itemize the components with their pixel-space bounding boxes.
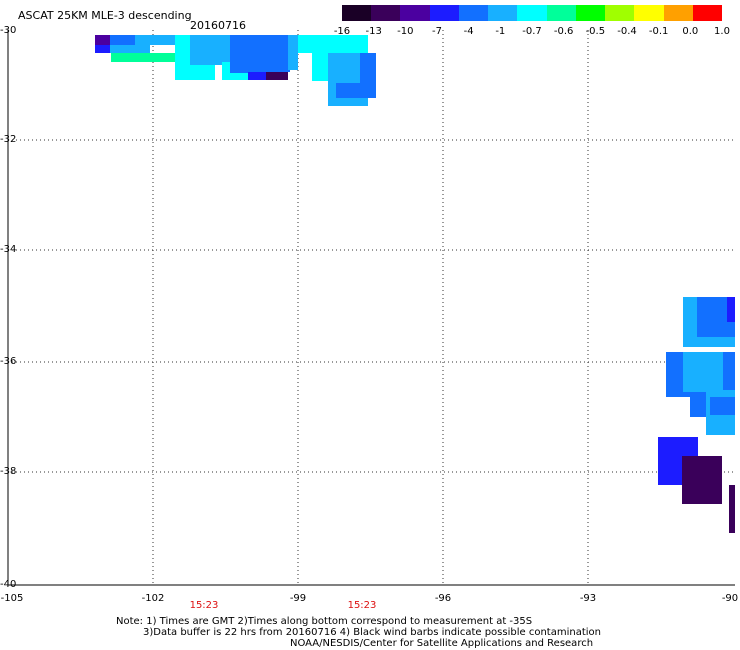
wind-cell bbox=[248, 72, 266, 80]
note-line-3: NOAA/NESDIS/Center for Satellite Applica… bbox=[290, 638, 594, 649]
wind-cell bbox=[729, 485, 735, 533]
color-scale-label: 1.0 bbox=[714, 26, 730, 37]
wind-cell bbox=[298, 35, 368, 53]
color-scale-segment bbox=[458, 5, 489, 21]
wind-cell bbox=[111, 53, 176, 62]
wind-cell bbox=[110, 45, 150, 53]
color-scale-label: -0.7 bbox=[522, 26, 542, 37]
x-label: -99 bbox=[289, 593, 307, 604]
x-label: -102 bbox=[141, 593, 165, 604]
wind-cell bbox=[190, 35, 230, 65]
color-scale-label: -4 bbox=[463, 26, 474, 37]
swath-top-left bbox=[95, 35, 298, 80]
grid-lines bbox=[8, 30, 735, 585]
y-label: -32 bbox=[0, 134, 17, 145]
color-scale-label: -16 bbox=[333, 26, 351, 37]
y-label: -30 bbox=[0, 25, 17, 36]
color-scale-segment bbox=[546, 5, 576, 21]
wind-cell bbox=[682, 456, 722, 504]
wind-cell bbox=[266, 72, 288, 80]
wind-cell bbox=[288, 35, 298, 70]
color-scale-label: -10 bbox=[397, 26, 414, 37]
color-scale-segment bbox=[605, 5, 635, 21]
color-scale-label: -0.5 bbox=[585, 26, 606, 37]
color-scale-segment bbox=[429, 5, 459, 21]
color-scale-segment bbox=[400, 5, 430, 21]
color-scale-segment bbox=[342, 5, 372, 21]
x-label: -93 bbox=[579, 593, 597, 604]
note-line-1: Note: 1) Times are GMT 2)Times along bot… bbox=[116, 616, 533, 627]
plot-frame bbox=[7, 30, 735, 586]
color-scale-label: -0.4 bbox=[617, 26, 637, 37]
date-label: 20160716 bbox=[190, 19, 246, 32]
swath-east bbox=[658, 297, 735, 533]
color-scale-label: -7 bbox=[432, 26, 442, 37]
y-label: -38 bbox=[0, 466, 17, 477]
y-label: -40 bbox=[0, 579, 17, 590]
wind-cell bbox=[135, 35, 175, 45]
swath-top-right bbox=[298, 35, 376, 106]
color-scale-segment bbox=[634, 5, 664, 21]
x-label: -90 bbox=[721, 593, 739, 604]
color-scale-segment bbox=[371, 5, 401, 21]
y-label: -34 bbox=[0, 244, 17, 255]
wind-cell bbox=[690, 397, 710, 417]
pass-time: 15:23 bbox=[347, 600, 377, 611]
x-label: -105 bbox=[0, 593, 24, 604]
color-scale-label: -0.6 bbox=[553, 26, 574, 37]
color-scale-label: 0.0 bbox=[682, 26, 699, 37]
note-line-2: 3)Data buffer is 22 hrs from 20160716 4)… bbox=[143, 627, 601, 638]
pass-time: 15:23 bbox=[189, 600, 219, 611]
color-scale-segment bbox=[692, 5, 723, 21]
product-title: ASCAT 25KM MLE-3 descending bbox=[18, 9, 192, 22]
x-label: -96 bbox=[434, 593, 452, 604]
color-scale-bar bbox=[342, 5, 723, 21]
color-scale-segment bbox=[517, 5, 547, 21]
y-label: -36 bbox=[0, 356, 17, 367]
wind-cell bbox=[95, 45, 110, 53]
color-scale-segment bbox=[488, 5, 518, 21]
wind-cell bbox=[683, 352, 723, 392]
color-scale-label: -1 bbox=[495, 26, 506, 37]
wind-cell bbox=[250, 35, 290, 72]
color-scale-segment bbox=[663, 5, 693, 21]
color-scale-label: -0.1 bbox=[648, 26, 669, 37]
wind-cell bbox=[95, 35, 110, 45]
color-scale-labels: -16 -13 -10 -7 -4 -1 -0.7 -0.6 -0.5 -0.4 -0.1 0.0 1.… bbox=[330, 26, 730, 38]
color-scale-label: -13 bbox=[365, 26, 382, 37]
wind-cell bbox=[710, 397, 735, 415]
wind-cell bbox=[360, 53, 376, 98]
wind-cell bbox=[727, 297, 735, 322]
color-scale-segment bbox=[575, 5, 606, 21]
